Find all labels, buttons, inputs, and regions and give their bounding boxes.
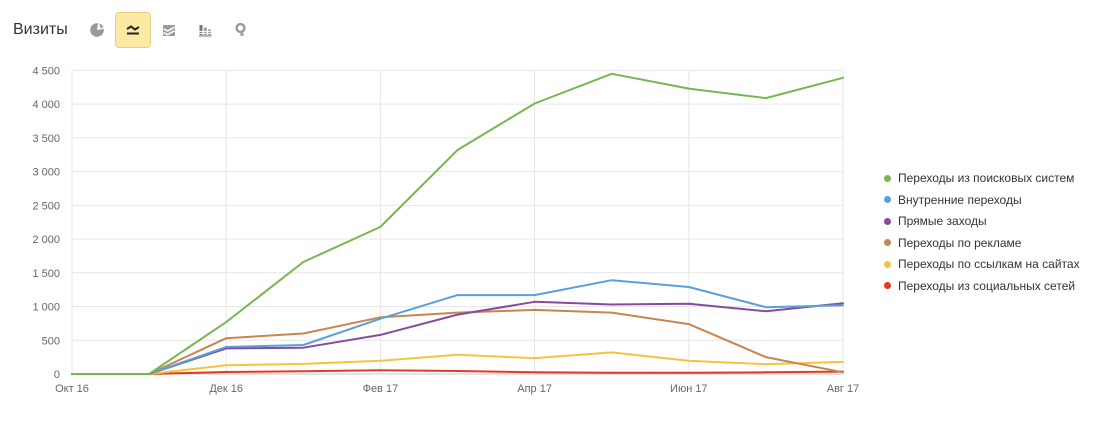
series-line-6[interactable] — [71, 369, 844, 375]
legend-marker — [884, 239, 891, 247]
y-axis-label: 1 000 — [32, 302, 60, 314]
pie-chart-button[interactable] — [79, 12, 115, 48]
line-chart-icon — [126, 25, 140, 35]
chart-legend: Переходы из поисковых систем Внутренние п… — [884, 172, 1080, 301]
series-line-2[interactable] — [71, 279, 844, 375]
chart-toolbar: Визиты — [13, 11, 259, 49]
y-axis-label: 4 500 — [32, 65, 60, 77]
y-axis-label: 2 000 — [32, 234, 60, 246]
series-line-5[interactable] — [71, 351, 844, 375]
x-axis-label: Авг 17 — [827, 383, 859, 395]
x-axis-label: Фев 17 — [363, 383, 399, 395]
x-axis-label: Дек 16 — [209, 383, 243, 395]
x-axis-label: Апр 17 — [517, 383, 552, 395]
y-axis-label: 3 500 — [32, 133, 60, 145]
legend-label: Переходы по ссылкам на сайтах — [898, 257, 1080, 271]
legend-item-2[interactable]: Внутренние переходы — [884, 192, 1080, 207]
legend-item-1[interactable]: Переходы из поисковых систем — [884, 172, 1080, 185]
pie-chart-icon — [89, 23, 104, 37]
stacked-area-chart-icon — [162, 25, 175, 36]
series-line-4[interactable] — [71, 308, 844, 375]
legend-label: Переходы из поисковых систем — [898, 171, 1075, 185]
legend-label: Переходы из социальных сетей — [898, 278, 1076, 293]
column-chart-icon — [198, 25, 212, 37]
legend-label: Прямые заходы — [898, 214, 987, 228]
legend-marker — [884, 174, 891, 182]
legend-marker — [884, 260, 891, 268]
y-axis-label: 500 — [42, 335, 60, 347]
y-axis-label: 4 000 — [32, 99, 60, 111]
legend-item-4[interactable]: Переходы по рекламе — [884, 235, 1080, 250]
legend-item-5[interactable]: Переходы по ссылкам на сайтах — [884, 258, 1080, 271]
column-chart-button[interactable] — [187, 12, 223, 48]
series-line-1[interactable] — [71, 72, 844, 375]
stacked-area-chart-button[interactable] — [151, 12, 187, 48]
legend-label: Внутренние переходы — [898, 192, 1022, 207]
legend-marker — [884, 282, 891, 290]
y-axis-label: 0 — [54, 369, 60, 381]
x-axis-label: Июн 17 — [670, 383, 708, 395]
legend-label: Переходы по рекламе — [898, 235, 1022, 250]
line-chart-button[interactable] — [114, 12, 151, 48]
map-button[interactable] — [223, 12, 259, 48]
legend-item-3[interactable]: Прямые заходы — [884, 215, 1080, 228]
y-axis-label: 2 500 — [32, 200, 60, 212]
y-axis-label: 3 000 — [32, 167, 60, 179]
map-pin-icon — [235, 22, 246, 36]
y-axis-label: 1 500 — [32, 268, 60, 280]
x-axis-label: Окт 16 — [55, 383, 89, 395]
legend-marker — [884, 217, 891, 225]
legend-marker — [884, 196, 891, 204]
chart-title: Визиты — [13, 21, 68, 38]
legend-item-6[interactable]: Переходы из социальных сетей — [884, 278, 1080, 293]
